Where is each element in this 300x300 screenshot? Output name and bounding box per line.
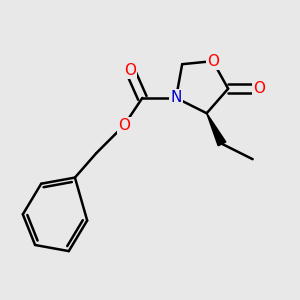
Text: O: O (253, 81, 265, 96)
Polygon shape (207, 113, 226, 146)
Text: O: O (118, 118, 130, 133)
Text: N: N (170, 90, 182, 105)
Text: O: O (207, 54, 219, 69)
Text: O: O (124, 63, 136, 78)
